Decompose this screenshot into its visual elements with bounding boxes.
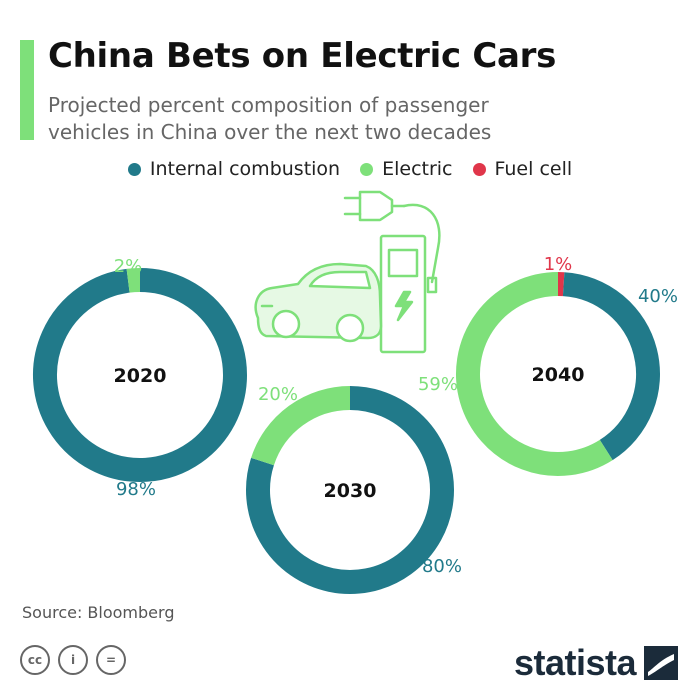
cc-icon: cc	[20, 645, 50, 675]
legend-swatch	[127, 162, 141, 176]
statista-logo-icon	[644, 646, 678, 680]
donut-segment-2020-internal-combustion	[33, 268, 247, 482]
legend-swatch	[472, 162, 486, 176]
attribution-icon: i	[58, 645, 88, 675]
legend-label: Internal combustion	[149, 158, 341, 180]
donut-center-label-2040: 2040	[532, 364, 585, 386]
donut-segment-2040-internal-combustion	[562, 272, 660, 461]
data-label-2040-fuel-cell: 1%	[544, 254, 573, 275]
donut-center-label-2020: 2020	[114, 365, 167, 387]
no-derivatives-icon: =	[96, 645, 126, 675]
legend: Internal combustion Electric Fuel cell	[0, 158, 700, 180]
chart-title: China Bets on Electric Cars	[48, 36, 557, 76]
donut-segment-2030-internal-combustion	[246, 386, 454, 594]
title-accent-bar	[20, 40, 34, 140]
donut-segment-2040-electric	[456, 272, 613, 476]
donut-segment-2020-electric	[126, 268, 141, 293]
data-label-2030-electric: 20%	[258, 384, 298, 405]
source-note: Source: Bloomberg	[22, 603, 175, 622]
legend-item-fuel-cell: Fuel cell	[472, 158, 573, 180]
ev-illustration-icon	[254, 190, 441, 354]
chart-subtitle: Projected percent composition of passeng…	[48, 93, 492, 144]
data-label-2040-internal-combustion: 40%	[638, 286, 678, 307]
legend-label: Fuel cell	[494, 158, 573, 180]
license-icons: cc i =	[20, 645, 126, 675]
data-label-2020-electric: 2%	[114, 256, 143, 277]
statista-logo: statista	[514, 642, 678, 684]
donut-group: 2020 98% 2% 2030 80% 20% 2040 40% 59% 1%	[33, 254, 678, 594]
data-label-2040-electric: 59%	[418, 374, 458, 395]
legend-label: Electric	[382, 158, 453, 180]
legend-item-electric: Electric	[360, 158, 453, 180]
legend-item-internal-combustion: Internal combustion	[127, 158, 341, 180]
data-label-2030-internal-combustion: 80%	[422, 556, 462, 577]
legend-swatch	[360, 162, 374, 176]
data-label-2020-internal-combustion: 98%	[116, 479, 156, 500]
donut-segment-2030-electric	[251, 386, 351, 466]
brand-name: statista	[513, 642, 637, 683]
donut-center-label-2030: 2030	[324, 480, 377, 502]
